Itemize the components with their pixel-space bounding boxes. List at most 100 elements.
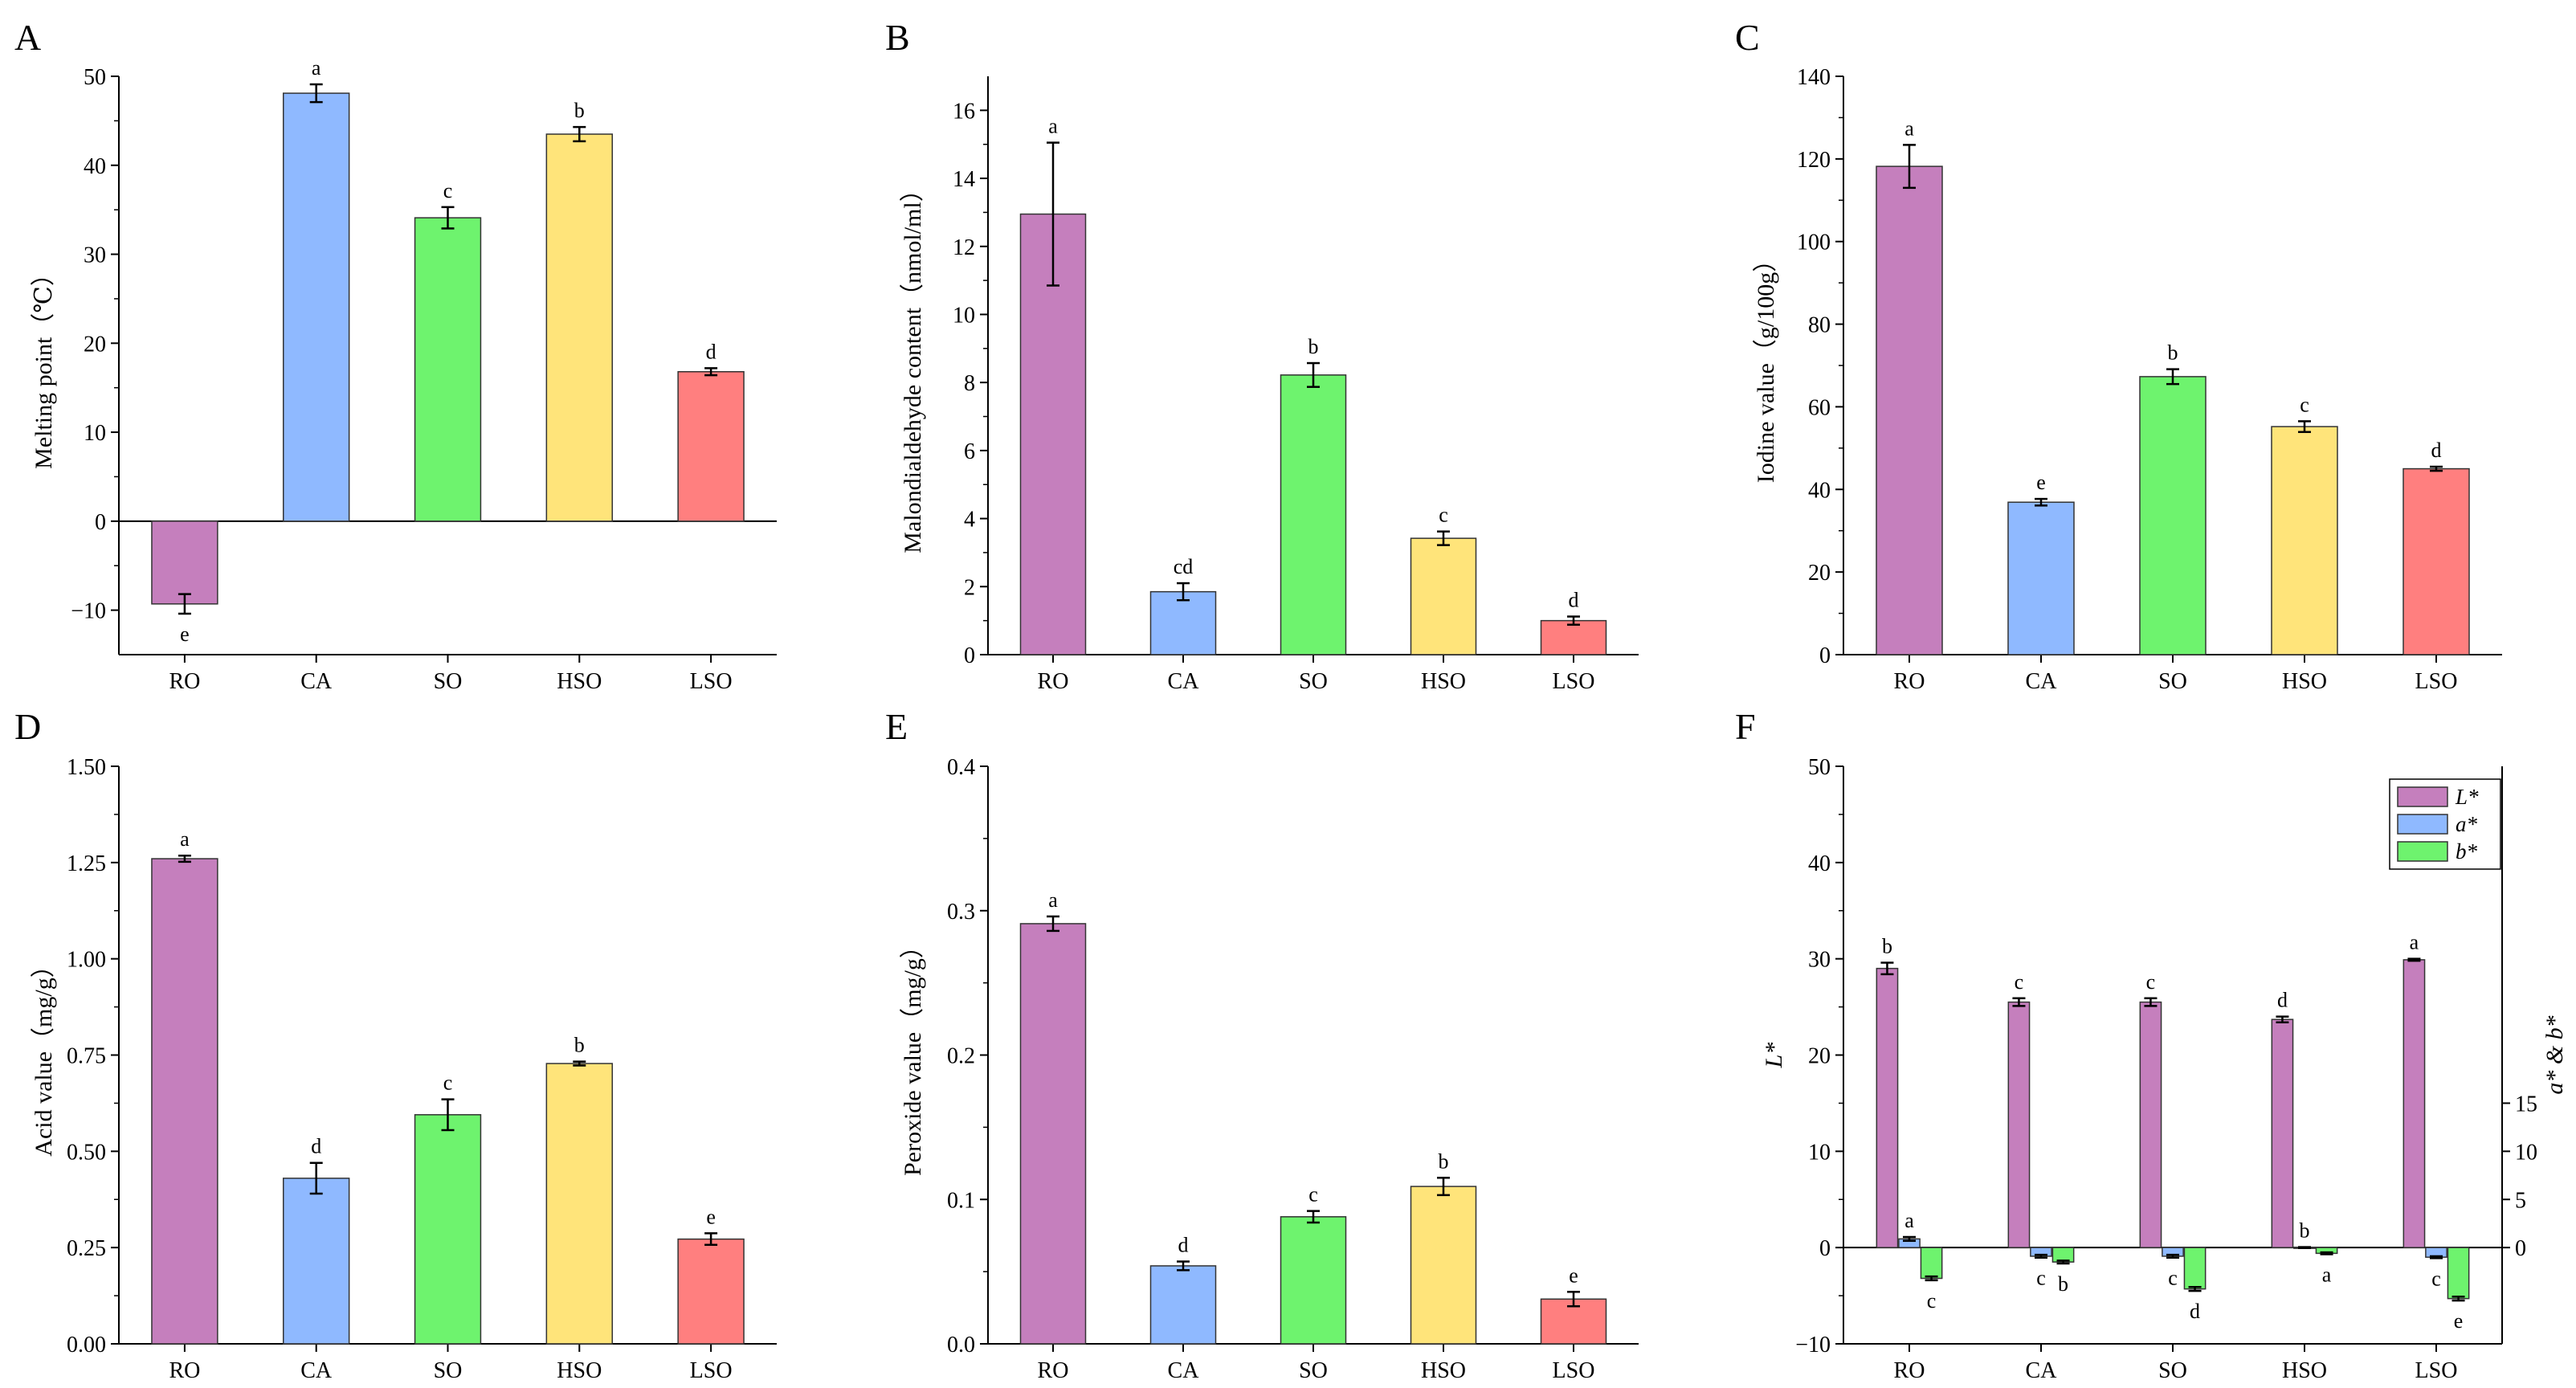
significance-letter: c — [2168, 1267, 2178, 1290]
significance-letter: d — [1178, 1234, 1189, 1257]
x-tick-label: CA — [2026, 1358, 2058, 1383]
bar-RO — [1019, 923, 1087, 1345]
y-axis-title: L* — [1761, 1043, 1787, 1069]
y-tick-label: 0 — [95, 510, 106, 535]
x-tick-label: HSO — [1421, 669, 1466, 694]
significance-letter: c — [443, 179, 453, 202]
x-tick-label: LSO — [1553, 669, 1595, 694]
x-tick-label: HSO — [2282, 669, 2327, 694]
significance-letter: e — [180, 623, 190, 646]
bar-LSO — [2402, 467, 2470, 655]
x-tick-label: LSO — [2415, 1358, 2458, 1383]
x-tick-label: HSO — [557, 669, 602, 694]
legend-swatch — [2397, 841, 2448, 862]
y-tick-label: 0 — [1819, 1236, 1831, 1261]
legend-swatch — [2397, 786, 2448, 807]
panel-B: B 0 2 4 6 8 10 12 14 16 Malondialdehyde content（nm… — [885, 17, 1639, 694]
panel-E: E 0.0 0.1 0.2 0.3 0.4 Peroxide value（mg/g） RO CA… — [885, 706, 1639, 1383]
significance-letter: c — [2300, 393, 2309, 416]
significance-letter: e — [706, 1205, 716, 1228]
y-tick-label: 0.50 — [67, 1140, 106, 1165]
x-tick-label: RO — [1894, 1358, 1925, 1383]
bar-RO — [1019, 213, 1087, 655]
y-axis-title: Malondialdehyde content（nmol/ml） — [900, 178, 926, 553]
y-tick-label: 50 — [84, 65, 106, 90]
significance-letter: b — [1882, 934, 1892, 957]
y-tick-label: 0.2 — [947, 1044, 975, 1069]
significance-letter: b — [1439, 1149, 1449, 1173]
significance-letter: c — [1308, 1183, 1318, 1206]
significance-letter: d — [2190, 1300, 2200, 1323]
y-tick-label: 0 — [1819, 643, 1831, 668]
y-tick-label: 0.25 — [67, 1236, 106, 1261]
y-tick-label: 0.0 — [947, 1333, 975, 1357]
panel-A: A −10 0 10 20 30 40 50 Melting point（℃） RO CA SO HSO… — [14, 17, 777, 694]
y-tick-label: 140 — [1797, 65, 1831, 90]
y-tick-label: 20 — [1808, 561, 1831, 586]
x-tick-label: RO — [1894, 669, 1925, 694]
significance-letter: c — [2036, 1267, 2046, 1290]
significance-letter: d — [1569, 589, 1579, 612]
significance-letter: c — [1439, 504, 1448, 527]
y-tick-label: 4 — [964, 508, 975, 533]
significance-letter: d — [311, 1135, 321, 1158]
panel-letter: F — [1735, 706, 1756, 747]
y-tick-label: 0.4 — [947, 755, 975, 780]
y-tick-label: 12 — [953, 235, 975, 260]
x-tick-label: SO — [1299, 1358, 1328, 1383]
y-axis-title: Melting point（℃） — [31, 262, 57, 469]
bar-bstar-LSO — [2447, 1247, 2470, 1300]
significance-letter: a — [2410, 931, 2419, 954]
bar-HSO — [545, 1063, 613, 1345]
panel-letter: B — [885, 17, 910, 58]
x-tick-label: HSO — [2282, 1358, 2327, 1383]
y-tick-label: 1.25 — [67, 851, 106, 876]
bar-SO — [414, 217, 482, 522]
bar-CA — [2007, 501, 2075, 655]
y-tick-label: 40 — [84, 154, 106, 179]
significance-letter: b — [574, 1034, 585, 1057]
y-tick-label: 8 — [964, 371, 975, 396]
legend-label: a* — [2456, 812, 2478, 836]
x-tick-label: RO — [1038, 669, 1069, 694]
y-tick-label: 120 — [1797, 148, 1831, 173]
y-tick-label: 30 — [1808, 948, 1831, 973]
significance-letter: a — [2322, 1263, 2332, 1287]
bar-SO — [1280, 374, 1347, 655]
panel-C: C 0 20 40 60 80 100 120 140 Iodine value（g/100g） R… — [1735, 17, 2502, 694]
y-tick-label: 10 — [953, 303, 975, 328]
x-tick-label: LSO — [690, 1358, 733, 1383]
y-tick-label: 14 — [953, 167, 975, 192]
bar-bstar-SO — [2183, 1247, 2207, 1290]
significance-letter: b — [2300, 1219, 2310, 1243]
legend-label: L* — [2455, 785, 2479, 809]
panel-letter: D — [14, 706, 41, 747]
x-tick-label: SO — [2158, 669, 2187, 694]
significance-letter: c — [2431, 1267, 2441, 1290]
x-tick-label: CA — [1168, 1358, 1200, 1383]
x-tick-label: CA — [300, 669, 333, 694]
y-right-tick-label: 5 — [2515, 1188, 2526, 1213]
significance-letter: e — [2454, 1309, 2464, 1333]
x-tick-label: SO — [2158, 1358, 2187, 1383]
significance-letter: b — [2168, 341, 2178, 365]
y-tick-label: 30 — [84, 243, 106, 268]
panel-letter: E — [885, 706, 908, 747]
x-tick-label: CA — [2026, 669, 2058, 694]
significance-letter: a — [1048, 115, 1058, 138]
y-tick-label: 10 — [1808, 1140, 1831, 1165]
legend-swatch — [2397, 814, 2448, 835]
significance-letter: c — [2146, 970, 2156, 994]
x-tick-label: LSO — [690, 669, 733, 694]
bar-HSO — [1410, 1186, 1477, 1345]
x-tick-label: LSO — [2415, 669, 2458, 694]
panel-F: F −10 0 10 20 30 40 50 0 5 10 15a* & b* L* RO CA SO HSO L… — [1735, 706, 2568, 1383]
panel-letter: A — [14, 17, 41, 58]
y-tick-label: 50 — [1808, 755, 1831, 780]
y-tick-label: 1.00 — [67, 948, 106, 973]
bar-bstar-RO — [1920, 1247, 1943, 1280]
bar-Lstar-LSO — [2402, 959, 2426, 1248]
y-tick-label: 80 — [1808, 313, 1831, 338]
bar-HSO — [1410, 537, 1477, 655]
